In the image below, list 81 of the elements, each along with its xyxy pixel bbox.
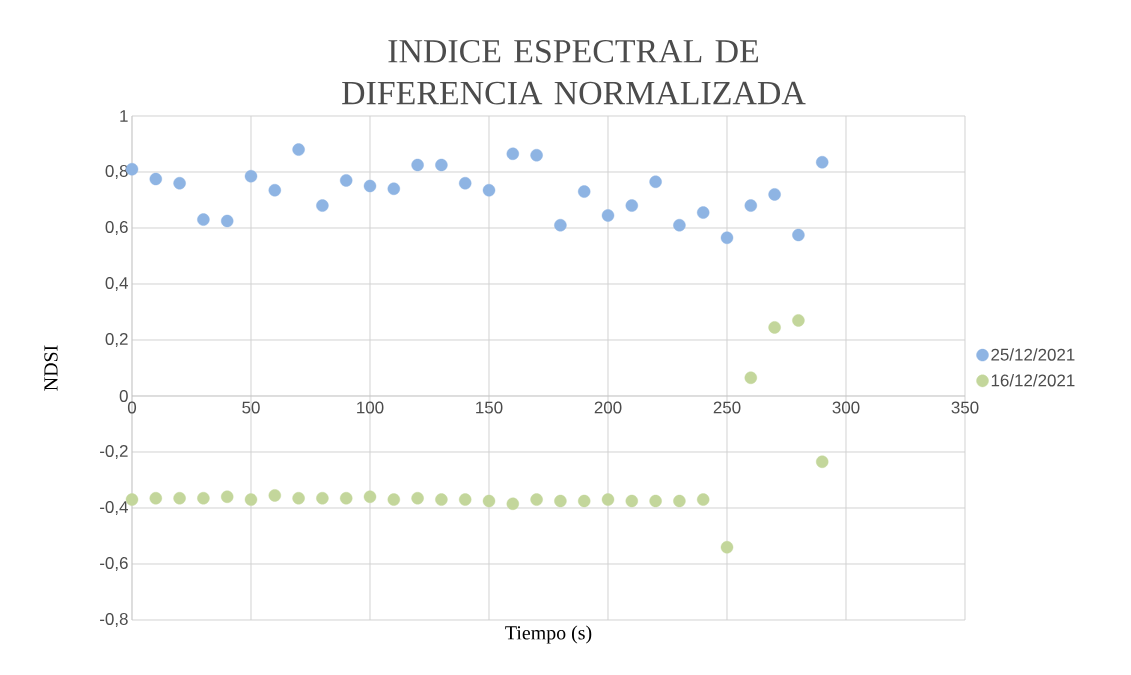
point: [197, 213, 210, 226]
point: [363, 490, 377, 503]
point: [173, 492, 186, 505]
point: [149, 172, 162, 186]
point: [744, 199, 758, 212]
legend-label: 16/12/2021: [991, 374, 1075, 387]
point: [411, 158, 424, 172]
y-tick-label: 0,4: [105, 277, 128, 291]
point: [459, 493, 472, 506]
point: [816, 156, 829, 169]
point: [554, 494, 567, 508]
point: [530, 149, 543, 162]
point: [173, 177, 186, 190]
x-tick-label: 150: [476, 401, 503, 414]
point: [673, 494, 686, 508]
point: [649, 494, 662, 508]
point: [530, 493, 543, 506]
point: [792, 314, 805, 327]
point: [435, 493, 448, 506]
point: [744, 371, 758, 384]
point: [316, 199, 329, 212]
y-tick-label: -0,6: [100, 557, 128, 571]
point: [221, 214, 234, 228]
x-tick-label: 250: [713, 401, 741, 414]
point: [268, 489, 281, 502]
point: [149, 492, 162, 505]
point: [482, 184, 496, 197]
chart-title: INDICE ESPECTRAL DE DIFERENCIA NORMALIZADA: [342, 39, 806, 105]
point: [387, 493, 400, 506]
y-tick-label: 0,2: [105, 333, 128, 347]
point: [554, 219, 567, 232]
x-tick-label: 300: [832, 401, 860, 414]
y-tick-label: 0,8: [105, 165, 128, 179]
point: [459, 177, 472, 190]
point: [649, 175, 662, 188]
x-tick-label: 100: [357, 401, 384, 414]
point: [625, 199, 638, 212]
point: [720, 231, 734, 244]
y-tick-label: -0,2: [100, 445, 128, 459]
point: [697, 206, 710, 219]
point: [268, 184, 281, 197]
point: [578, 185, 591, 198]
point: [673, 219, 686, 232]
point: [506, 147, 519, 160]
y-tick-label: -0,8: [100, 613, 128, 627]
point: [697, 493, 710, 506]
y-tick-label: 0: [119, 390, 128, 402]
point: [816, 455, 829, 468]
point: [292, 143, 305, 156]
y-tick-label: -0,4: [100, 501, 128, 515]
y-axis-title: NDSI: [44, 345, 58, 391]
point: [244, 493, 258, 506]
point: [363, 179, 377, 193]
point: [601, 493, 615, 506]
point: [625, 494, 638, 508]
point: [340, 174, 353, 187]
point: [221, 490, 234, 503]
point: [482, 494, 496, 508]
x-tick-label: 50: [242, 401, 260, 414]
point: [316, 492, 329, 505]
x-tick-label: 0: [127, 401, 137, 414]
x-axis-title: Tiempo (s): [505, 625, 592, 644]
point: [768, 321, 781, 334]
point: [244, 170, 258, 183]
point: [387, 182, 400, 195]
x-tick-label: 350: [951, 401, 979, 414]
y-tick-label: 0,6: [105, 221, 128, 235]
point: [720, 541, 734, 554]
legend-label: 25/12/2021: [991, 348, 1075, 361]
point: [435, 158, 448, 172]
point: [768, 188, 781, 201]
point: [292, 492, 305, 505]
point: [792, 228, 805, 242]
x-tick-label: 200: [594, 401, 622, 414]
point: [506, 497, 519, 510]
point: [601, 209, 615, 222]
point: [340, 492, 353, 505]
point: [578, 494, 591, 508]
point: [197, 492, 210, 505]
y-tick-label: 1: [120, 110, 128, 122]
point: [411, 492, 424, 505]
